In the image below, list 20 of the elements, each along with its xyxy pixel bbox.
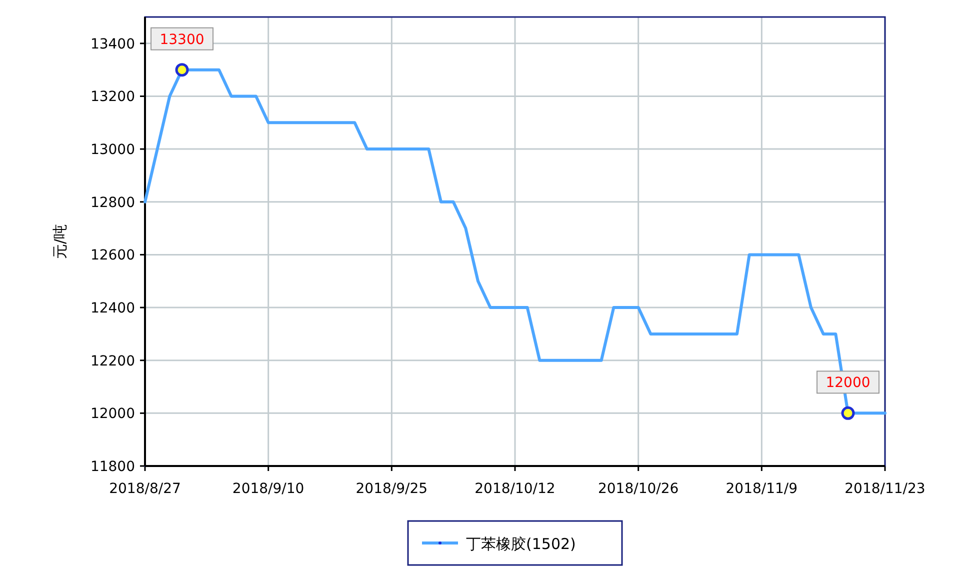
- x-tick-label: 2018/10/12: [474, 481, 556, 497]
- x-tick-label: 2018/11/9: [726, 481, 798, 497]
- y-tick-label: 13400: [90, 36, 135, 52]
- y-tick-label: 13000: [90, 142, 135, 158]
- legend-label: 丁苯橡胶(1502): [466, 535, 576, 553]
- y-axis-title: 元/吨: [51, 224, 69, 260]
- y-tick-label: 12000: [90, 406, 135, 422]
- y-tick-label: 12600: [90, 248, 135, 264]
- x-tick-label: 2018/9/10: [232, 481, 304, 497]
- x-tick-label: 2018/8/27: [109, 481, 181, 497]
- y-tick-label: 11800: [90, 459, 135, 475]
- x-tick-label: 2018/11/23: [844, 481, 926, 497]
- x-tick-label: 2018/10/26: [598, 481, 679, 497]
- y-tick-label: 12800: [90, 194, 135, 211]
- y-tick-label: 12400: [90, 300, 135, 317]
- data-label: 13300: [160, 32, 204, 48]
- y-tick-label: 13200: [90, 89, 135, 106]
- data-label: 12000: [826, 375, 870, 392]
- y-tick-label: 12200: [90, 353, 135, 370]
- x-tick-label: 2018/9/25: [356, 481, 428, 497]
